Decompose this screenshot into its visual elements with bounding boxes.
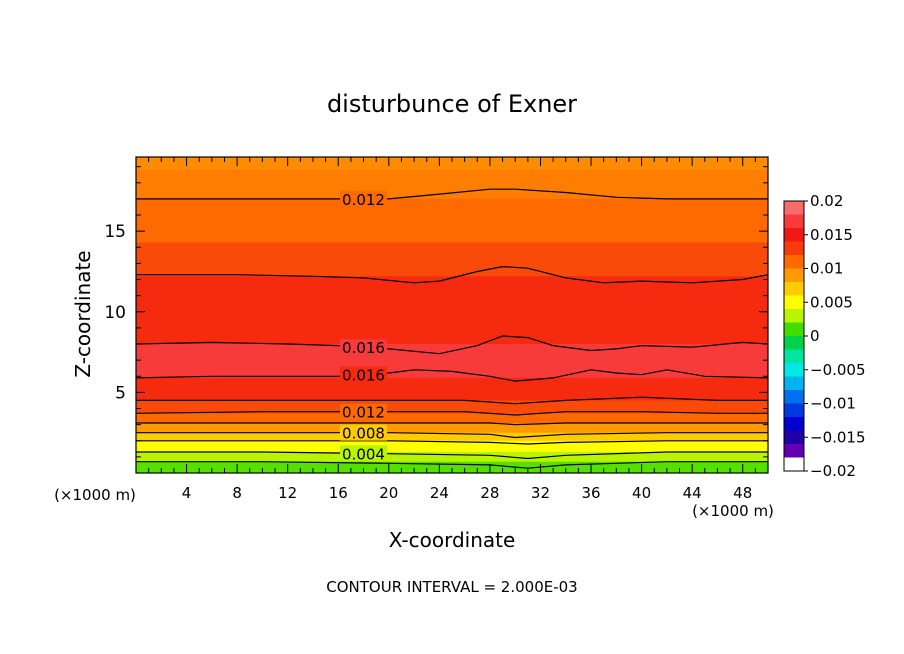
contour-lines <box>135 188 769 469</box>
colorbar-swatch-5 <box>784 268 804 282</box>
colorbar-swatch-2 <box>784 228 804 242</box>
y-axis-label: Z-coordinate <box>71 250 95 377</box>
contour-label-5: 0.012 <box>342 404 385 422</box>
colorbar-label--0.02: −0.02 <box>810 462 856 480</box>
x-units-left: (×1000 m) <box>54 486 136 504</box>
x-tick-label-32: 32 <box>531 484 550 502</box>
x-tick-label-36: 36 <box>581 484 600 502</box>
contour-label-3: 0.016 <box>342 367 385 385</box>
contour-line-6 <box>136 422 768 426</box>
colorbar-swatch-16 <box>784 417 804 431</box>
x-tick-label-16: 16 <box>329 484 348 502</box>
contour-line-8 <box>136 440 768 445</box>
colorbar-swatch-17 <box>784 430 804 444</box>
colorbar-swatch-1 <box>784 214 804 228</box>
contour-label-7: 0.008 <box>342 425 385 443</box>
colorbar: 0.02 0.015 0.01 0.005 0 −0.005 −0.01 −0.015 −0.0… <box>783 192 866 480</box>
colorbar-label-0.015: 0.015 <box>810 226 853 244</box>
colorbar-swatch-18 <box>784 444 804 458</box>
colorbar-swatch-14 <box>784 390 804 404</box>
colorbar-label-0.01: 0.01 <box>810 260 843 278</box>
contour-line-3 <box>135 369 769 382</box>
x-tick-label-8: 8 <box>232 484 242 502</box>
contour-label-bg-5 <box>340 403 388 420</box>
colorbar-swatch-10 <box>784 336 804 350</box>
contour-label-bg-2 <box>340 339 388 356</box>
contour-label-bg-0 <box>340 190 388 207</box>
contour-labels: 0.012 0.016 0.016 0.012 0.008 0.004 <box>340 190 388 463</box>
colorbar-swatch-4 <box>784 255 804 269</box>
x-tick-label-24: 24 <box>430 484 449 502</box>
y-tick-label-15: 15 <box>104 222 126 242</box>
contour-label-0: 0.012 <box>342 191 385 209</box>
contour-line-2 <box>135 335 769 355</box>
colorbar-label--0.01: −0.01 <box>810 395 856 413</box>
colorbar-swatch-13 <box>784 376 804 390</box>
x-tick-label-28: 28 <box>480 484 499 502</box>
contour-line-0 <box>136 188 768 200</box>
colorbar-swatch-8 <box>784 309 804 323</box>
contour-line-9 <box>136 451 768 460</box>
colorbar-label-0.005: 0.005 <box>810 293 853 311</box>
colorbar-swatch-0 <box>784 201 804 215</box>
x-tick-label-40: 40 <box>632 484 651 502</box>
x-axis-label: X-coordinate <box>389 528 516 552</box>
contour-label-bg-7 <box>340 424 388 441</box>
chart-title: disturbunce of Exner <box>327 90 577 118</box>
x-tick-label-20: 20 <box>379 484 398 502</box>
colorbar-swatch-15 <box>784 403 804 417</box>
contour-label-9: 0.004 <box>342 445 385 463</box>
colorbar-swatch-11 <box>784 349 804 363</box>
colorbar-swatch-3 <box>784 241 804 255</box>
x-units-right: (×1000 m) <box>692 502 774 520</box>
y-tick-label-10: 10 <box>104 303 126 323</box>
plot-area <box>136 157 768 474</box>
contour-label-2: 0.016 <box>342 339 385 357</box>
contour-line-7 <box>136 432 768 439</box>
x-tick-label-48: 48 <box>733 484 752 502</box>
colorbar-swatch-12 <box>784 363 804 377</box>
contour-band-13 <box>136 461 768 473</box>
contour-line-10 <box>136 461 768 469</box>
contour-label-bg-9 <box>340 445 388 462</box>
contour-line-4 <box>136 396 768 405</box>
x-tick-label-44: 44 <box>683 484 702 502</box>
footer-note: CONTOUR INTERVAL = 2.000E-03 <box>326 578 577 596</box>
x-tick-label-12: 12 <box>278 484 297 502</box>
y-tick-label-5: 5 <box>115 383 126 403</box>
contour-label-bg-3 <box>340 366 388 383</box>
x-tick-label-4: 4 <box>182 484 192 502</box>
colorbar-label--0.005: −0.005 <box>810 361 866 379</box>
contour-line-5 <box>135 411 768 416</box>
colorbar-swatch-6 <box>784 282 804 296</box>
colorbar-label--0.015: −0.015 <box>810 428 866 446</box>
colorbar-swatch-9 <box>784 322 804 336</box>
colorbar-swatch-7 <box>784 295 804 309</box>
colorbar-label-0: 0 <box>810 327 820 345</box>
colorbar-label-0.02: 0.02 <box>810 192 843 210</box>
contour-line-1 <box>136 265 769 284</box>
